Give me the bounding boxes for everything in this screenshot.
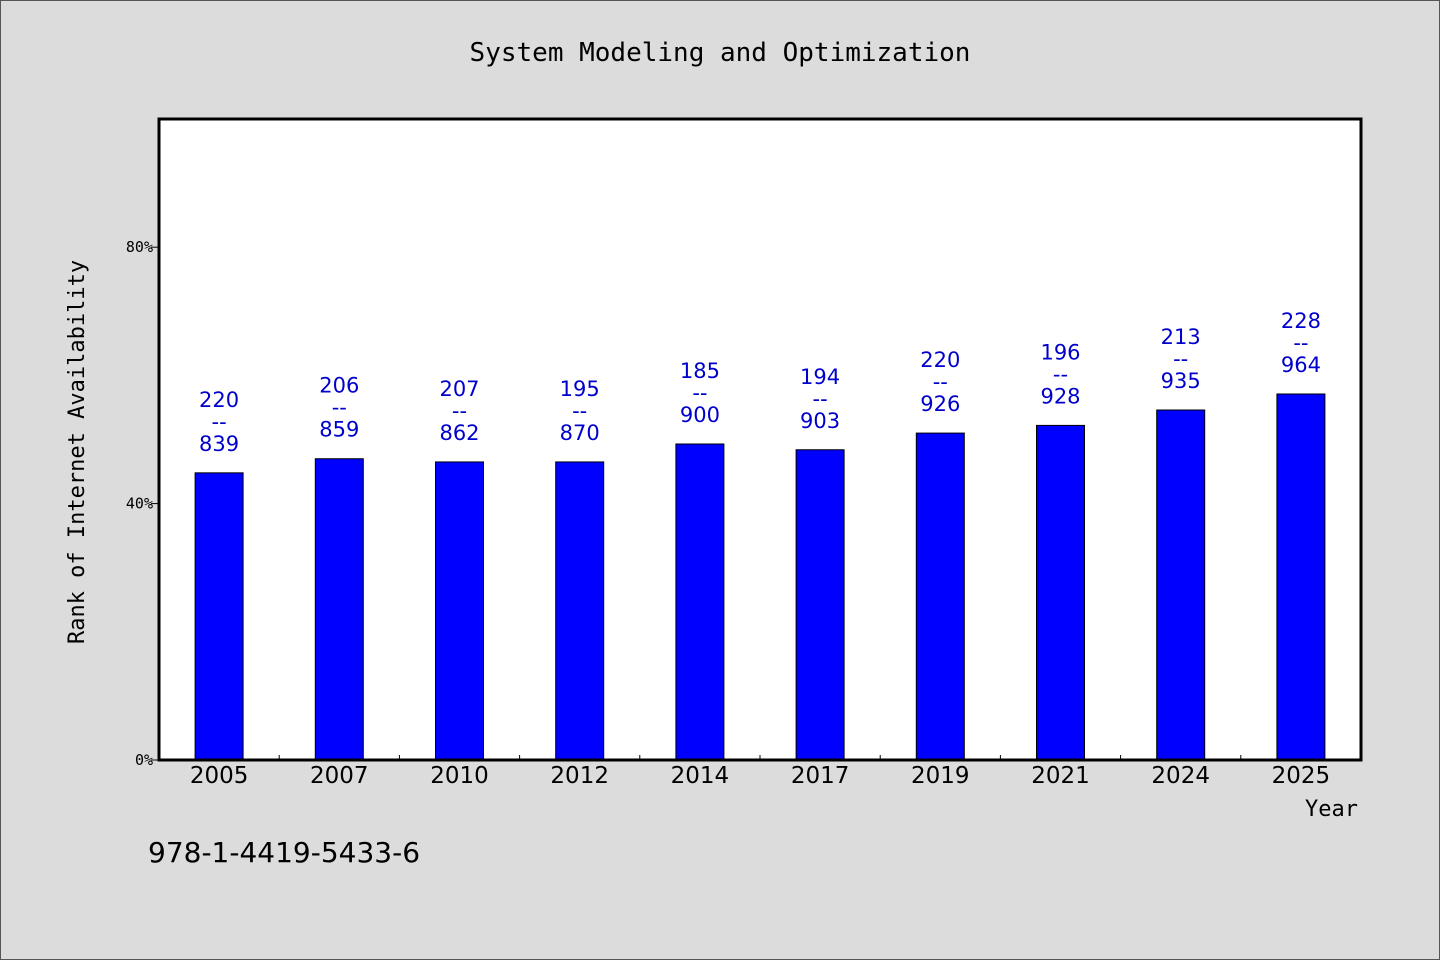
x-tick-label-2025: 2025 xyxy=(1272,763,1331,789)
bar-2024 xyxy=(1156,409,1206,761)
data-label-2017-line2: -- xyxy=(813,387,828,411)
bar-2010 xyxy=(435,461,484,761)
x-tick-label-2012: 2012 xyxy=(550,763,609,789)
bar-2007 xyxy=(314,458,364,761)
isbn-footnote: 978-1-4419-5433-6 xyxy=(148,836,420,869)
bar-2005 xyxy=(194,472,244,761)
data-label-2010-line2: -- xyxy=(452,399,467,423)
x-tick-label-2005: 2005 xyxy=(190,763,249,789)
data-label-2012-line3: 870 xyxy=(560,421,600,445)
data-label-2005-line3: 839 xyxy=(199,432,239,456)
data-label-2024-line3: 935 xyxy=(1161,369,1201,393)
data-label-2012-line2: -- xyxy=(572,399,587,423)
x-axis-ticks: 2005 2007 2010 2012 2014 2017 2019 2021 2024 2025 xyxy=(190,755,1330,789)
y-tick-label-0: 0% xyxy=(135,751,153,769)
x-tick-label-2010: 2010 xyxy=(430,763,489,789)
data-label-2019-line1: 220 xyxy=(920,348,960,372)
data-label-2017-line3: 903 xyxy=(800,409,840,433)
data-label-2025-line2: -- xyxy=(1293,331,1308,355)
data-label-2014-line1: 185 xyxy=(680,359,720,383)
data-label-2024-line2: -- xyxy=(1173,347,1188,371)
data-label-2019-line3: 926 xyxy=(920,392,960,416)
bar-2014 xyxy=(675,443,725,761)
y-axis-ticks: 0% 40% 80% xyxy=(126,238,159,769)
data-label-2014-line3: 900 xyxy=(680,403,720,427)
data-label-2007-line3: 859 xyxy=(319,418,359,442)
data-label-2007-line2: -- xyxy=(332,396,347,420)
data-label-2005-line1: 220 xyxy=(199,388,239,412)
y-axis-label: Rank of Internet Availability xyxy=(65,260,90,644)
bar-2021 xyxy=(1036,424,1085,761)
data-label-2025-line1: 228 xyxy=(1281,309,1321,333)
x-tick-label-2007: 2007 xyxy=(310,763,369,789)
data-label-2014-line2: -- xyxy=(692,381,707,405)
data-label-2005-line2: -- xyxy=(212,410,227,434)
data-label-2010-line1: 207 xyxy=(439,377,479,401)
x-tick-label-2024: 2024 xyxy=(1151,763,1210,789)
y-tick-label-80: 80% xyxy=(126,238,153,256)
bar-2025 xyxy=(1276,393,1326,761)
data-label-2024-line1: 213 xyxy=(1161,325,1201,349)
data-label-2021-line2: -- xyxy=(1053,362,1068,386)
data-label-2017-line1: 194 xyxy=(800,365,840,389)
data-label-2021-line3: 928 xyxy=(1040,384,1080,408)
x-tick-label-2019: 2019 xyxy=(911,763,970,789)
y-tick-label-40: 40% xyxy=(126,495,153,513)
x-axis-label: Year xyxy=(1305,797,1358,822)
bar-2017 xyxy=(795,449,845,761)
x-tick-label-2014: 2014 xyxy=(671,763,730,789)
bar-2019 xyxy=(915,432,965,761)
data-label-2025-line3: 964 xyxy=(1281,353,1321,377)
data-label-2021-line1: 196 xyxy=(1040,340,1080,364)
data-label-2010-line3: 862 xyxy=(439,421,479,445)
bar-2012 xyxy=(555,461,605,761)
data-labels-group: 220--839206--859207--862195--870185--900… xyxy=(199,309,1321,456)
x-tick-label-2017: 2017 xyxy=(791,763,850,789)
data-label-2019-line2: -- xyxy=(933,370,948,394)
data-label-2007-line1: 206 xyxy=(319,374,359,398)
x-tick-label-2021: 2021 xyxy=(1031,763,1090,789)
chart-title: System Modeling and Optimization xyxy=(470,38,971,68)
data-label-2012-line1: 195 xyxy=(560,377,600,401)
bars-group xyxy=(194,393,1326,761)
